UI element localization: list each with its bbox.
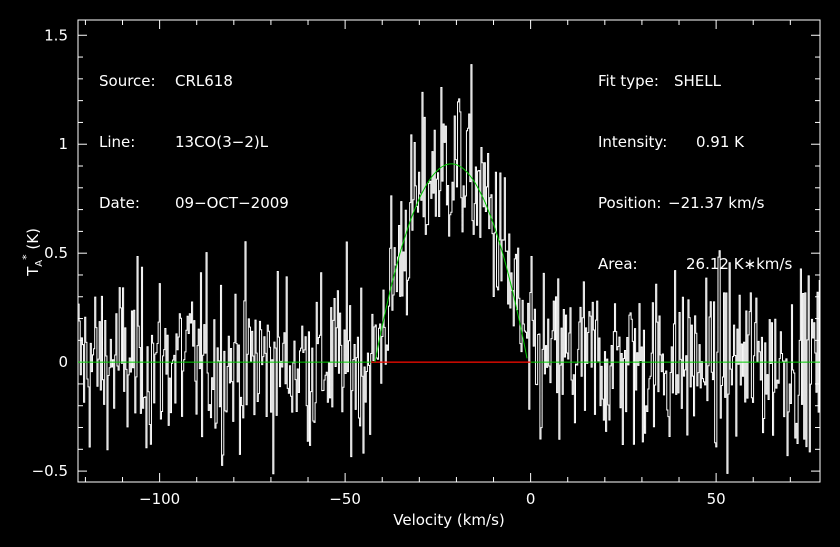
x-tick-label: 50 <box>707 490 726 508</box>
svg-text:TA* (K): TA* (K) <box>20 228 45 277</box>
area-value: 26.12 K∗km/s <box>686 255 793 273</box>
left-annotation-block: Source: CRL618 Line: 13CO(3−2)L Date: 09−OC… <box>99 36 289 230</box>
y-axis-label: TA* (K) <box>20 228 45 277</box>
right-annotation-block: Fit type: SHELL Intensity: 0.91 K Position… <box>598 36 792 291</box>
x-tick-label: 0 <box>526 490 536 508</box>
source-value: CRL618 <box>175 72 233 90</box>
source-row: Source: CRL618 <box>99 72 289 90</box>
y-tick-label: 0 <box>58 353 68 371</box>
area-row: Area: 26.12 K∗km/s <box>598 255 792 273</box>
date-row: Date: 09−OCT−2009 <box>99 194 289 212</box>
x-axis-label: Velocity (km/s) <box>393 511 504 529</box>
x-tick-label: −50 <box>329 490 361 508</box>
fit-type-value: SHELL <box>674 72 721 90</box>
fit-curve <box>374 163 528 363</box>
area-key: Area: <box>598 255 638 273</box>
spectrum-line <box>78 64 820 475</box>
tick-labels: −100 −50 0 50 −0.5 0 0.5 1 1.5 <box>32 26 726 508</box>
fit-series <box>78 163 820 363</box>
x-tick-label: −100 <box>139 490 180 508</box>
y-tick-label: −0.5 <box>32 462 68 480</box>
date-value: 09−OCT−2009 <box>175 194 289 212</box>
y-tick-label: 1 <box>58 135 68 153</box>
y-tick-label: 0.5 <box>44 244 68 262</box>
plot-frame <box>77 19 821 483</box>
axis-ticks <box>78 20 820 482</box>
source-key: Source: <box>99 72 156 90</box>
intensity-row: Intensity: 0.91 K <box>598 133 792 151</box>
fit-type-row: Fit type: SHELL <box>598 72 792 90</box>
line-value: 13CO(3−2)L <box>175 133 269 151</box>
position-row: Position: −21.37 km/s <box>598 194 792 212</box>
intensity-value: 0.91 K <box>696 133 745 151</box>
position-key: Position: <box>598 194 662 212</box>
y-tick-label: 1.5 <box>44 26 68 44</box>
spectrum-series <box>78 64 820 475</box>
fit-type-key: Fit type: <box>598 72 659 90</box>
date-key: Date: <box>99 194 140 212</box>
line-key: Line: <box>99 133 136 151</box>
line-row: Line: 13CO(3−2)L <box>99 133 289 151</box>
intensity-key: Intensity: <box>598 133 668 151</box>
position-value: −21.37 km/s <box>668 194 765 212</box>
